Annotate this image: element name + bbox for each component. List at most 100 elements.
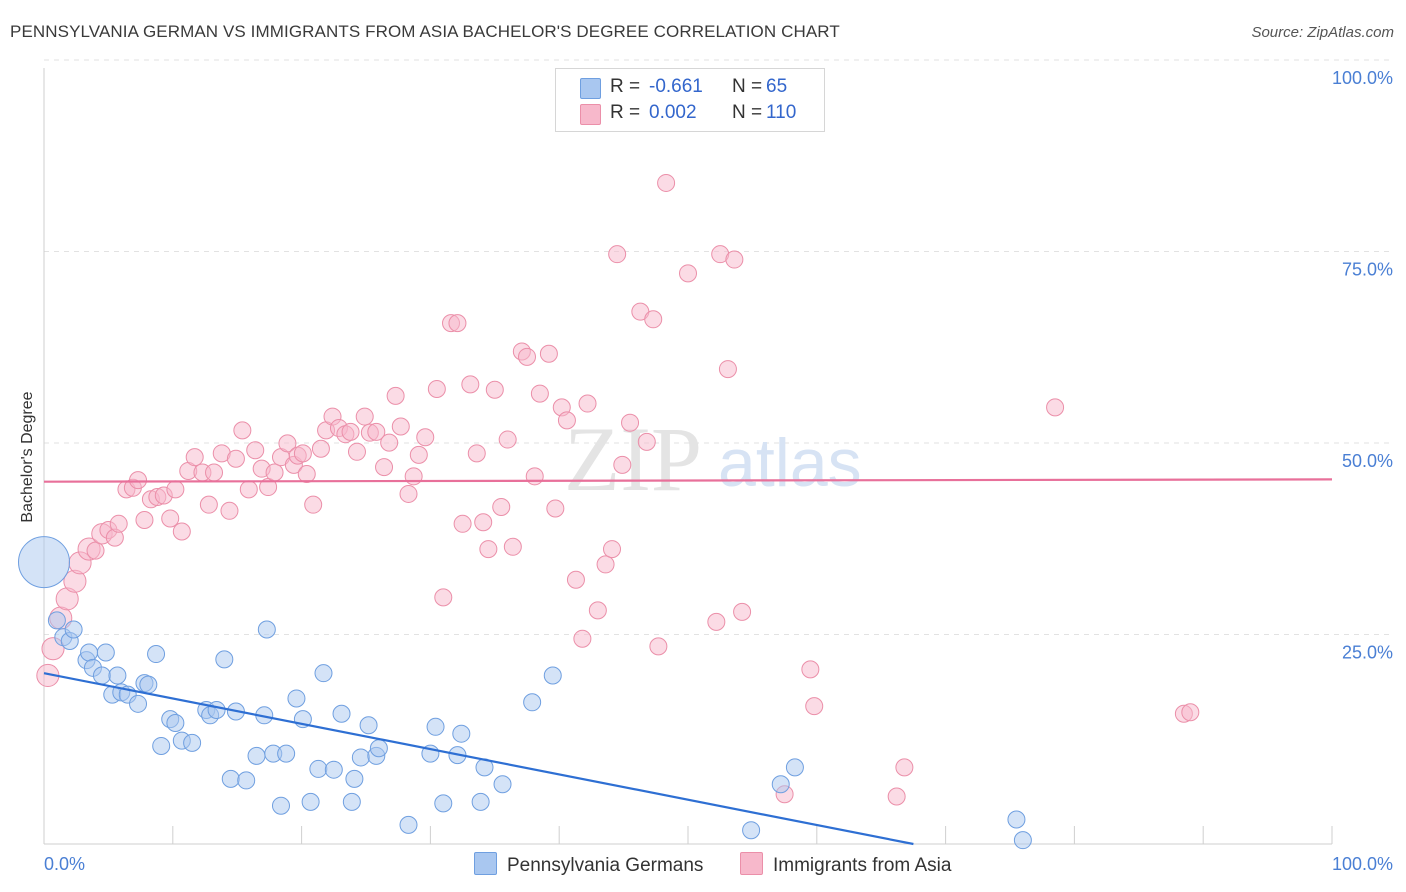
data-point [64, 620, 83, 639]
y-tick-label: 75.0% [1342, 260, 1393, 280]
data-point [207, 700, 226, 719]
n-value: 65 [766, 76, 788, 97]
data-point [47, 611, 66, 630]
data-point [725, 250, 744, 269]
data-point [596, 555, 615, 574]
data-point [108, 666, 127, 685]
data-point [166, 480, 185, 499]
data-point [152, 736, 171, 755]
data-point [18, 536, 70, 589]
data-point [375, 458, 394, 477]
data-point [498, 430, 517, 449]
data-points [18, 173, 1200, 850]
n-value: 110 [766, 102, 797, 123]
chart-title: PENNSYLVANIA GERMAN VS IMMIGRANTS FROM A… [10, 22, 840, 41]
data-point [785, 758, 804, 777]
data-point [161, 509, 180, 528]
y-tick-label: 50.0% [1342, 451, 1393, 471]
data-point [503, 537, 522, 556]
data-point [239, 480, 258, 499]
data-point [1181, 703, 1200, 722]
data-point [409, 445, 428, 464]
data-point [304, 495, 323, 514]
data-point [341, 422, 360, 441]
data-point [247, 746, 266, 765]
data-point [539, 344, 558, 363]
data-point [297, 465, 316, 484]
data-point [603, 540, 622, 559]
data-point [183, 733, 202, 752]
data-point [453, 514, 472, 533]
data-point [80, 643, 99, 662]
data-point [518, 347, 536, 366]
data-point [566, 570, 585, 589]
data-point [345, 769, 364, 788]
data-point [205, 463, 224, 482]
r-value: -0.661 [649, 76, 703, 97]
data-point [434, 588, 453, 607]
data-point [278, 434, 297, 453]
data-point [404, 467, 423, 486]
data-point [427, 379, 446, 398]
data-point [129, 471, 148, 490]
data-point [543, 666, 562, 685]
data-point [309, 759, 328, 778]
data-point [147, 645, 166, 664]
data-point [199, 495, 218, 514]
data-point [707, 612, 726, 631]
data-point [467, 444, 486, 463]
legend-item-immigrants-from-asia[interactable]: Immigrants from Asia [740, 852, 951, 877]
trend-line [43, 478, 1333, 483]
data-point [1046, 398, 1065, 417]
stats-swatch-blue [580, 78, 601, 99]
data-point [324, 760, 343, 779]
legend-item-pennsylvania-germans[interactable]: Pennsylvania Germans [474, 852, 703, 877]
data-point [621, 413, 640, 432]
data-point [367, 422, 386, 441]
data-point [293, 444, 312, 463]
watermark: ZIP atlas [564, 408, 862, 510]
data-point [637, 432, 656, 451]
r-label: R = [610, 76, 641, 97]
axes [43, 68, 1333, 845]
data-point [557, 411, 576, 430]
data-point [380, 433, 399, 452]
y-tick-label: 100.0% [1332, 68, 1393, 88]
data-point [391, 417, 410, 436]
data-point [474, 513, 493, 532]
stats-swatch-pink [580, 104, 601, 125]
r-label: R = [610, 102, 641, 123]
data-point [215, 650, 234, 669]
data-point [233, 421, 252, 440]
data-point [733, 602, 752, 621]
data-point [332, 704, 351, 723]
data-point [1013, 831, 1032, 850]
data-point [887, 787, 906, 806]
data-point [237, 771, 256, 790]
data-point [578, 394, 597, 413]
y-tick-label: 25.0% [1342, 643, 1393, 663]
source-label: Source: ZipAtlas.com [1251, 24, 1394, 41]
data-point [493, 775, 512, 794]
data-point [485, 380, 504, 399]
legend-swatch-blue [474, 852, 497, 875]
data-point [301, 792, 320, 811]
n-label: N = [732, 76, 763, 97]
trend-line [43, 672, 914, 846]
data-point [399, 484, 418, 503]
data-point [135, 510, 154, 529]
data-point [718, 360, 737, 379]
r-value: 0.002 [649, 102, 697, 123]
data-point [265, 463, 284, 482]
data-point [771, 775, 790, 794]
tick-labels: 25.0% 50.0% 75.0% 100.0% 0.0% 100.0% [44, 68, 1393, 874]
data-point [1007, 810, 1026, 829]
data-point [416, 428, 435, 447]
data-point [185, 448, 204, 467]
data-point [452, 724, 471, 743]
data-point [347, 442, 366, 461]
data-point [314, 664, 333, 683]
data-point [525, 467, 544, 486]
grid-lines [44, 59, 1392, 635]
